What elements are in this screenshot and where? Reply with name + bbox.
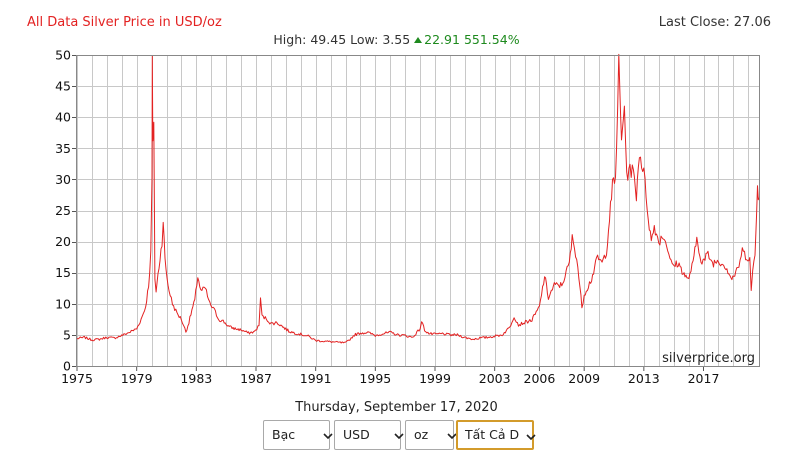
grid bbox=[77, 55, 759, 367]
y-tick-label: 40 bbox=[55, 110, 71, 125]
x-tick-label: 1991 bbox=[300, 371, 332, 386]
currency-select-value: USD bbox=[343, 427, 370, 442]
low-value: 3.55 bbox=[382, 32, 411, 47]
x-tick-label: 1999 bbox=[419, 371, 451, 386]
x-tick-label: 1979 bbox=[121, 371, 153, 386]
x-tick-label: 2013 bbox=[628, 371, 660, 386]
x-tick-label: 2006 bbox=[524, 371, 556, 386]
plot-border bbox=[76, 55, 760, 367]
x-tick-label: 1995 bbox=[359, 371, 391, 386]
x-tick-label: 1983 bbox=[180, 371, 212, 386]
y-tick-label: 20 bbox=[55, 234, 71, 249]
change-percent: 551.54% bbox=[463, 32, 520, 47]
last-close-label: Last Close: bbox=[658, 15, 730, 30]
unit-select[interactable]: oz bbox=[405, 420, 457, 450]
range-select-value: Tất Cả D bbox=[465, 427, 520, 442]
x-tick-label: 1987 bbox=[240, 371, 272, 386]
y-tick-label: 35 bbox=[55, 141, 71, 156]
y-tick-label: 25 bbox=[55, 203, 71, 218]
y-tick-label: 15 bbox=[55, 265, 71, 280]
y-tick-label: 45 bbox=[55, 79, 71, 94]
date-label: Thursday, September 17, 2020 bbox=[295, 400, 498, 415]
y-tick-label: 10 bbox=[55, 296, 71, 311]
change-value: 22.91 bbox=[424, 32, 460, 47]
x-tick-label: 2003 bbox=[479, 371, 511, 386]
currency-select[interactable]: USD bbox=[334, 420, 404, 450]
y-tick-label: 0 bbox=[63, 359, 71, 374]
y-tick-label: 30 bbox=[55, 172, 71, 187]
last-close: Last Close: 27.06 bbox=[655, 15, 771, 30]
x-tick-label: 2017 bbox=[688, 371, 720, 386]
y-tick-label: 5 bbox=[63, 327, 71, 342]
up-arrow-icon bbox=[414, 37, 423, 43]
metal-select-value: Bạc bbox=[272, 427, 296, 442]
unit-select-value: oz bbox=[414, 427, 429, 442]
x-axis: 1975 1979 1983 1987 1991 1995 1999 2003 2006 2009… bbox=[61, 366, 719, 386]
high-label: High: bbox=[273, 32, 307, 47]
low-label: Low: bbox=[350, 32, 379, 47]
y-axis: 0 5 10 15 20 25 30 35 40 45 50 bbox=[55, 48, 77, 374]
watermark: silverprice.org bbox=[662, 351, 755, 366]
price-stats: High: 49.45 Low: 3.55 22.91 551.54% bbox=[0, 32, 793, 47]
x-tick-label: 1975 bbox=[61, 371, 93, 386]
x-tick-label: 2009 bbox=[568, 371, 600, 386]
range-select[interactable]: Tất Cả D bbox=[456, 420, 536, 450]
high-value: 49.45 bbox=[310, 32, 347, 47]
last-close-value: 27.06 bbox=[733, 15, 771, 30]
chart-title: All Data Silver Price in USD/oz bbox=[27, 15, 222, 30]
series-line-silver-price bbox=[76, 53, 760, 344]
y-tick-label: 50 bbox=[55, 48, 71, 63]
metal-select[interactable]: Bạc bbox=[263, 420, 333, 450]
